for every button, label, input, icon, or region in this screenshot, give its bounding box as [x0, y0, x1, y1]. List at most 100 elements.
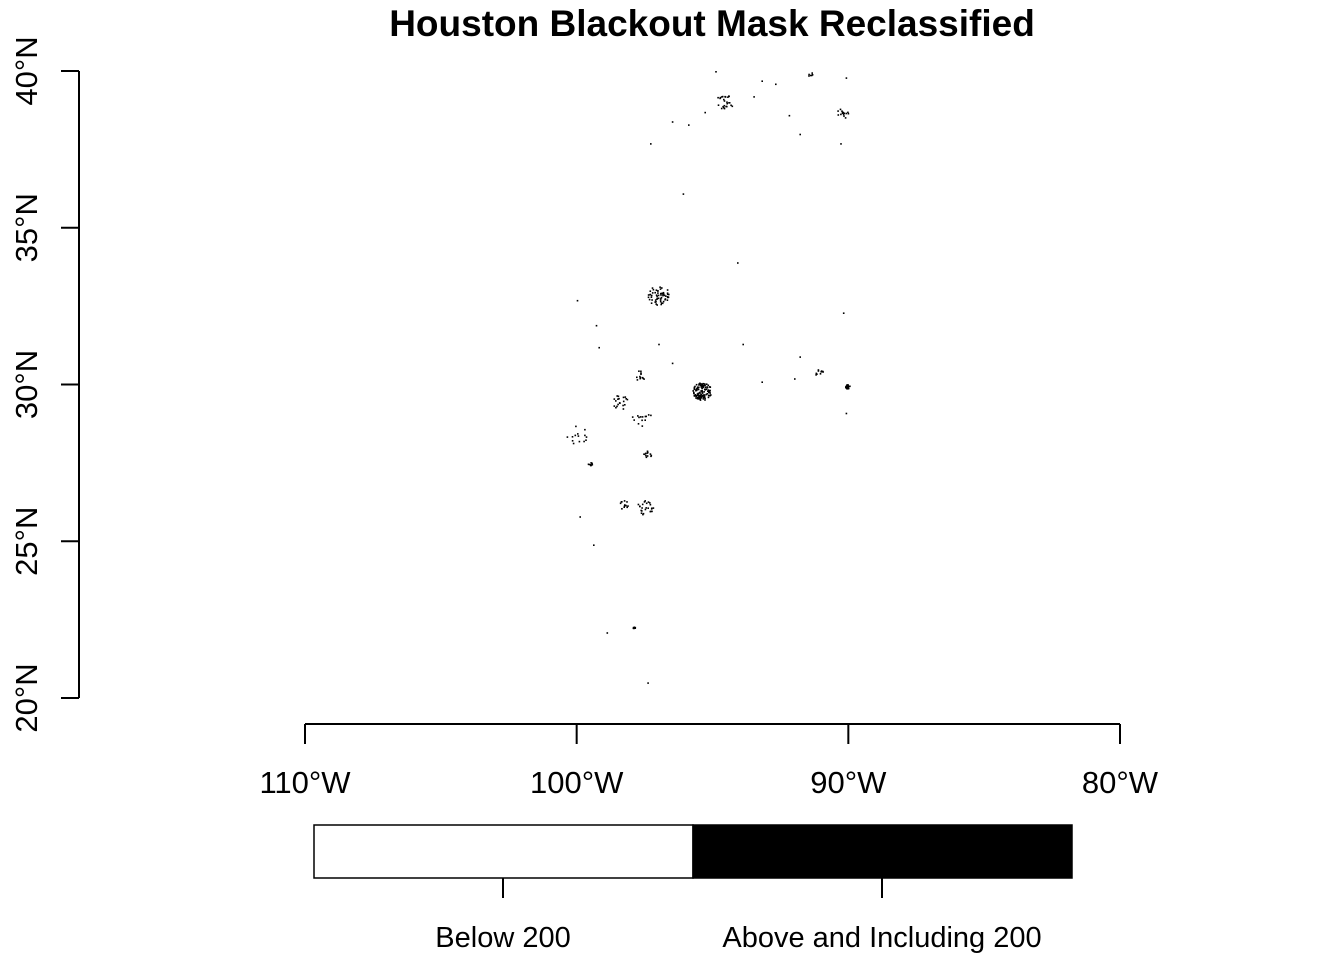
raster-cell: [840, 143, 842, 145]
raster-cell: [700, 384, 702, 387]
raster-cell: [585, 436, 588, 438]
raster-cell: [693, 387, 696, 390]
raster-cell: [641, 419, 643, 422]
raster-cell: [842, 111, 844, 114]
raster-cell: [730, 104, 732, 107]
raster-cell: [622, 396, 625, 399]
y-tick-label-1: 25°N: [9, 507, 44, 576]
raster-cell: [693, 386, 696, 389]
raster-cell: [595, 324, 598, 327]
raster-cell: [724, 96, 727, 98]
raster-cell: [817, 370, 820, 372]
raster-cell: [717, 104, 720, 106]
raster-cell: [661, 302, 664, 305]
x-tick-label-0: 110°W: [259, 765, 351, 800]
raster-cell: [650, 294, 653, 297]
raster-cell: [575, 425, 577, 428]
raster-cell: [642, 512, 645, 515]
raster-cell: [662, 300, 665, 303]
raster-cell: [707, 384, 710, 387]
raster-cell: [701, 390, 703, 392]
raster-cell: [648, 298, 651, 301]
raster-cell: [657, 290, 659, 292]
raster-cell: [849, 385, 851, 388]
raster-cell: [699, 397, 701, 399]
raster-cell: [695, 395, 698, 398]
raster-cell: [810, 74, 812, 77]
raster-cell: [624, 404, 626, 406]
raster-cell: [585, 439, 587, 441]
raster-cell: [742, 343, 744, 346]
raster-cell: [640, 373, 642, 375]
raster-cell: [695, 394, 698, 397]
raster-cell: [593, 544, 595, 546]
raster-cell: [587, 463, 590, 466]
legend: Below 200 Above and Including 200: [313, 824, 1073, 954]
raster-cell: [639, 375, 641, 378]
raster-cell: [571, 436, 574, 438]
raster-cell: [591, 462, 593, 464]
raster-cell: [707, 389, 710, 391]
raster-cell: [622, 408, 625, 410]
raster-cell: [721, 96, 723, 98]
raster-cell: [695, 383, 698, 386]
raster-cell: [590, 464, 592, 467]
raster-cell: [723, 100, 726, 102]
raster-cell: [701, 396, 703, 398]
raster-cell: [671, 121, 674, 123]
raster-cell: [843, 112, 845, 115]
raster-cell: [623, 500, 626, 502]
raster-cell: [708, 394, 711, 397]
raster-cell: [577, 435, 580, 437]
raster-cell: [584, 428, 586, 431]
raster-cell: [671, 362, 674, 365]
raster-cell: [649, 293, 652, 296]
raster-cell: [848, 385, 850, 388]
raster-cell: [845, 77, 848, 79]
raster-cell: [640, 512, 643, 514]
raster-cell: [660, 292, 662, 295]
y-tick-label-2: 30°N: [9, 350, 44, 419]
raster-cell: [615, 400, 617, 402]
raster-cell: [843, 115, 845, 117]
raster-cell: [645, 454, 647, 457]
raster-cell: [697, 394, 699, 396]
raster-cell: [655, 289, 658, 291]
raster-cell: [650, 414, 652, 417]
raster-cell: [707, 396, 710, 399]
raster-cell: [644, 500, 646, 502]
raster-cell: [584, 434, 586, 437]
raster-cell: [572, 442, 575, 445]
raster-cell: [656, 297, 659, 300]
raster-cell: [697, 398, 699, 400]
raster-cell: [700, 397, 703, 399]
raster-cell: [705, 393, 707, 396]
raster-cell: [627, 505, 629, 507]
raster-cell: [841, 110, 843, 112]
raster-cell: [707, 390, 709, 393]
raster-cell: [704, 384, 706, 387]
raster-cell: [703, 395, 705, 398]
raster-cell: [847, 385, 849, 387]
raster-cell: [842, 312, 845, 314]
raster-cell: [701, 387, 703, 390]
raster-cell: [788, 114, 791, 117]
raster-cell: [650, 296, 653, 298]
raster-cell: [723, 104, 726, 107]
raster-cell: [704, 397, 706, 400]
raster-cell: [644, 452, 647, 455]
raster-cell: [613, 398, 616, 400]
raster-cell: [617, 398, 619, 400]
raster-cell: [663, 294, 666, 297]
raster-cell: [645, 507, 647, 509]
raster-cell: [695, 397, 697, 399]
raster-cell: [701, 392, 704, 394]
raster-cell: [645, 415, 647, 418]
raster-cell: [811, 74, 813, 77]
raster-cell: [591, 463, 593, 465]
raster-cell: [704, 399, 706, 401]
raster-cell: [726, 101, 728, 103]
raster-cell: [576, 299, 579, 302]
raster-cell: [662, 291, 665, 294]
